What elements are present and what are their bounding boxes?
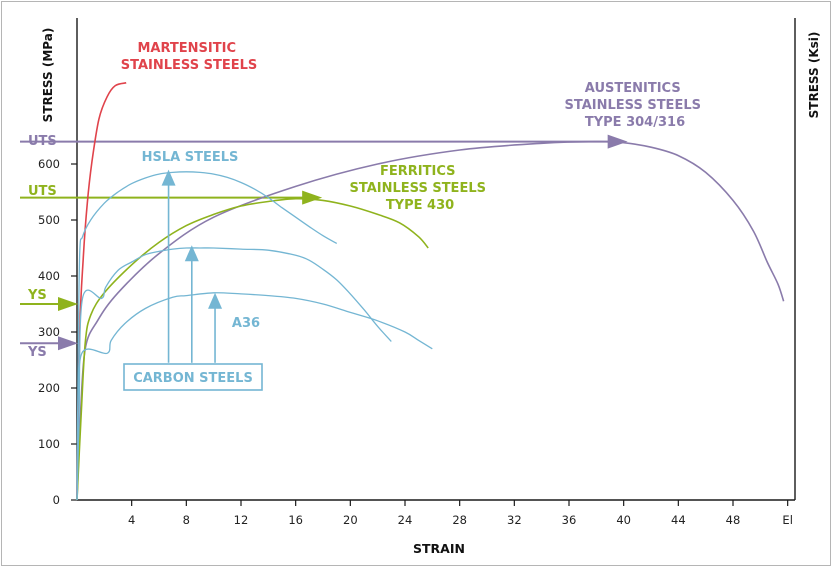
- martensitic-label: MARTENSITIC STAINLESS STEELS: [121, 41, 257, 73]
- a36-label: A36: [232, 316, 260, 331]
- x-tick-label: 12: [234, 513, 249, 527]
- x-tick-label: 44: [671, 513, 686, 527]
- carbon-arrowhead: [184, 245, 199, 262]
- curves: [76, 82, 785, 501]
- hsla-label: HSLA STEELS: [142, 150, 239, 165]
- ferritic-label-line-3: TYPE 430: [386, 198, 454, 213]
- ys-austenitic-label: YS: [27, 345, 47, 360]
- martensitic-label-line-2: STAINLESS STEELS: [121, 58, 257, 73]
- y-axis-title-right: STRESS (Ksi): [807, 32, 821, 119]
- y-tick-label: 400: [38, 269, 60, 283]
- carbon-steels-label: CARBON STEELS: [133, 371, 253, 386]
- reference-lines: [20, 134, 628, 351]
- y-tick-label: 600: [38, 157, 60, 171]
- uts-austenitic-label: UTS: [28, 134, 57, 149]
- austenitic-label-line-3: TYPE 304/316: [585, 115, 685, 130]
- ferritic-curve: [76, 197, 429, 501]
- x-tick-label: 36: [562, 513, 577, 527]
- x-tick-label: 8: [183, 513, 190, 527]
- x-tick-label: 48: [726, 513, 741, 527]
- x-tick-label: El: [782, 513, 792, 527]
- x-tick-label: 16: [288, 513, 303, 527]
- ys-ferritic-arrowhead: [58, 297, 78, 311]
- arrows: [161, 169, 223, 363]
- x-tick-label: 28: [452, 513, 467, 527]
- x-tick-label: 32: [507, 513, 522, 527]
- ys-ferritic-label: YS: [27, 288, 47, 303]
- austenitic-label-line-2: STAINLESS STEELS: [565, 98, 701, 113]
- a36-curve: [76, 292, 433, 501]
- martensitic-label-line-1: MARTENSITIC: [137, 41, 236, 56]
- austenitic-label: AUSTENITICS STAINLESS STEELS TYPE 304/31…: [565, 81, 706, 130]
- y-tick-label: 300: [38, 325, 60, 339]
- ferritic-label-line-2: STAINLESS STEELS: [350, 181, 486, 196]
- x-tick-label: 4: [128, 513, 135, 527]
- x-tick-label: 20: [343, 513, 358, 527]
- y-tick-label: 100: [38, 437, 60, 451]
- y-axis-title-left: STRESS (MPa): [41, 28, 55, 123]
- x-tick-label: 40: [616, 513, 631, 527]
- carbon-arrowhead: [161, 169, 176, 186]
- ferritic-label-line-1: FERRITICS: [380, 164, 455, 179]
- uts-ferritic-label: UTS: [28, 184, 57, 199]
- ferritic-label: FERRITICS STAINLESS STEELS TYPE 430: [350, 164, 491, 213]
- x-tick-label: 24: [398, 513, 413, 527]
- carbon-arrowhead: [208, 292, 223, 309]
- uts-ferritic-arrowhead: [302, 190, 323, 205]
- carbon-mid-curve: [76, 247, 392, 501]
- austenitic-label-line-1: AUSTENITICS: [585, 81, 681, 96]
- y-tick-label: 500: [38, 213, 60, 227]
- austenitic-curve: [76, 140, 785, 501]
- carbon-steels-box: [123, 363, 263, 391]
- y-tick-label: 0: [53, 493, 60, 507]
- x-axis-title: STRAIN: [413, 541, 465, 556]
- y-tick-label: 200: [38, 381, 60, 395]
- ys-austenitic-arrowhead: [58, 336, 78, 351]
- hsla-curve: [76, 171, 338, 501]
